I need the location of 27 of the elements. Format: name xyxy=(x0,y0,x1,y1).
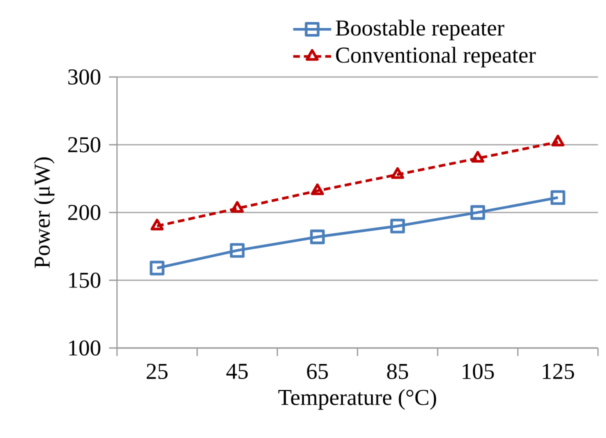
x-axis-title: Temperature (°C) xyxy=(278,389,436,410)
point xyxy=(471,150,484,163)
point xyxy=(391,167,404,179)
legend-label: Boostable repeater xyxy=(336,20,504,40)
x-tick-label: 45 xyxy=(226,364,248,379)
y-tick-label: 300 xyxy=(68,69,100,85)
point xyxy=(230,201,244,213)
y-tick-label: 100 xyxy=(69,340,100,356)
point xyxy=(551,134,564,146)
x-tick-label: 105 xyxy=(462,364,494,380)
point xyxy=(150,260,164,276)
point xyxy=(470,205,486,220)
x-tick-label: 85 xyxy=(387,364,408,380)
point xyxy=(310,183,324,196)
y-tick-label: 150 xyxy=(69,272,100,288)
point xyxy=(310,230,325,244)
point xyxy=(390,218,405,234)
legend-label: Conventional repeater xyxy=(336,46,536,68)
y-tick-label: 250 xyxy=(68,137,100,152)
y-tick-label: 200 xyxy=(68,204,100,220)
point xyxy=(150,218,164,230)
x-tick-label: 25 xyxy=(146,364,168,380)
x-tick-label: 65 xyxy=(307,364,328,380)
point xyxy=(230,243,245,258)
x-tick-label: 125 xyxy=(542,364,574,380)
y-axis-title: Power (μW) xyxy=(34,157,54,268)
point xyxy=(550,190,566,205)
